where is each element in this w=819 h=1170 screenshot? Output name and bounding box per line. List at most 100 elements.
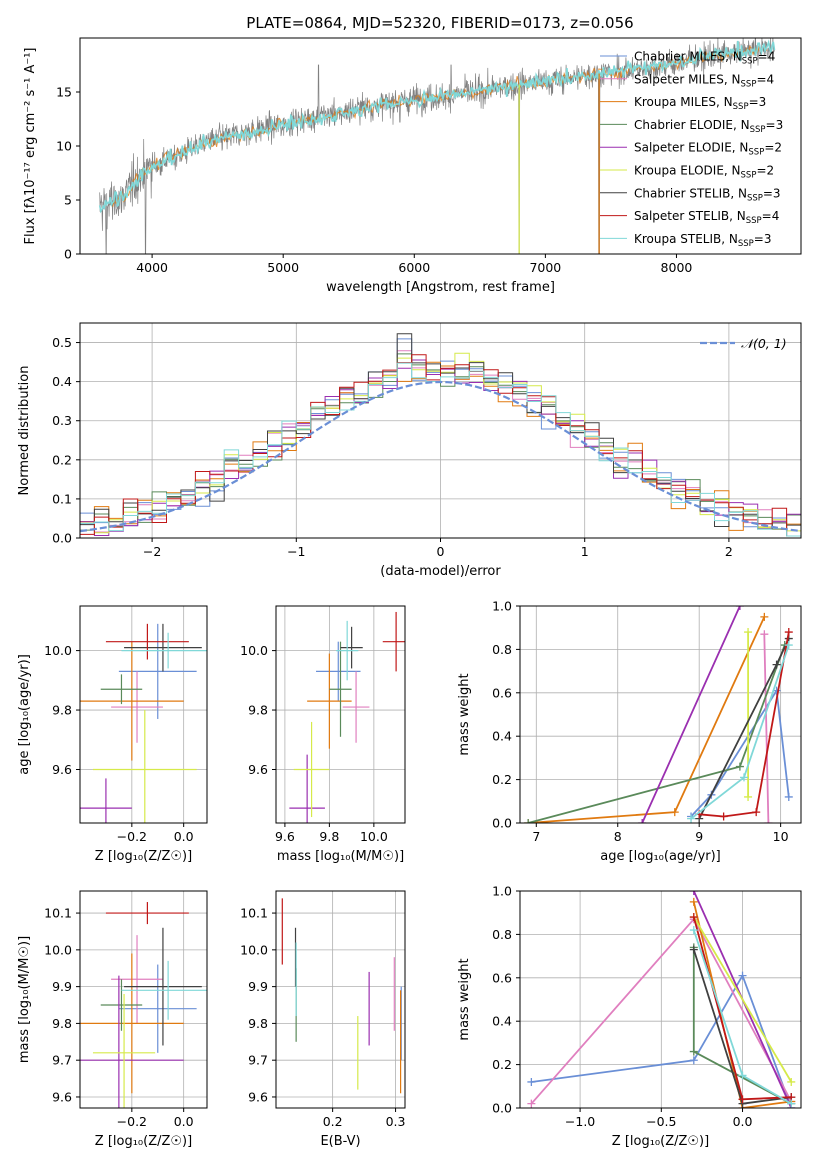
x-tick-label: 7	[532, 829, 540, 844]
error-point	[111, 935, 163, 1024]
frame-mass-age	[275, 605, 406, 824]
axes-z-age: −0.2 0.0 9.6 9.8 10.0 Z [log₁₀(Z/Z☉)] age [log…	[17, 606, 207, 864]
legend-entry: Kroupa STELIB, NSSP=3	[634, 232, 772, 249]
frame-age-weight	[519, 605, 802, 824]
y-tick-label: 5	[64, 193, 72, 208]
x-tick-label: 0.3	[386, 1114, 406, 1129]
legend-entry-name: Salpeter ELODIE, N	[634, 141, 748, 155]
y-tick-label: 0.2	[52, 452, 72, 467]
frame-ebv-mass	[275, 890, 406, 1109]
weight-marker	[744, 792, 753, 801]
x-tick-label: 8	[614, 829, 622, 844]
normal-curve	[80, 380, 801, 533]
y-tick-label: 0.0	[492, 1101, 512, 1116]
weight-marker	[687, 814, 696, 823]
y-axis-label: Flux [fλ10⁻¹⁷ erg cm⁻² s⁻¹ A⁻¹]	[23, 48, 38, 245]
x-tick-label: 0.2	[323, 1114, 343, 1129]
x-tick-label: 1	[581, 544, 589, 559]
legend-entry-count: =3	[766, 118, 784, 132]
weight-marker	[670, 808, 679, 817]
weight-marker	[744, 628, 753, 637]
x-tick-label: 9.8	[319, 829, 339, 844]
y-tick-label: 0.0	[492, 816, 512, 831]
error-point	[80, 778, 132, 823]
y-tick-label: 9.7	[52, 1053, 72, 1068]
weight-marker	[738, 971, 747, 980]
legend-entry-name: Kroupa MILES, N	[634, 95, 733, 109]
weight-lines-z-weight	[527, 891, 796, 1108]
y-tick-label: 9.8	[52, 703, 72, 718]
error-point	[111, 671, 163, 743]
frame-spectrum	[79, 37, 802, 255]
weight-marker	[689, 945, 698, 954]
axes-ebv-mass: 0.2 0.3 9.6 9.7 9.8 9.9 10.0 10.1 E(B-V)	[240, 891, 406, 1149]
weight-lines-age-weight	[524, 606, 793, 823]
x-axis-label: age [log₁₀(age/yr)]	[600, 849, 721, 864]
y-tick-label: 9.8	[248, 1016, 268, 1031]
histogram-step	[80, 362, 801, 537]
error-point	[92, 993, 156, 1108]
weight-marker	[527, 1077, 536, 1086]
x-axis-label: Z [log₁₀(Z/Z☉)]	[95, 1134, 192, 1149]
y-tick-label: 0.2	[492, 772, 512, 787]
weight-marker	[784, 628, 793, 637]
legend-entry-sub: SSP	[742, 57, 758, 67]
legend-entry: Chabrier STELIB, NSSP=3	[634, 186, 781, 203]
y-tick-label: 0.8	[492, 642, 512, 657]
x-tick-label: −0.2	[117, 829, 147, 844]
y-tick-label: 9.6	[52, 1089, 72, 1104]
histogram-step	[80, 354, 801, 537]
error-point	[100, 979, 143, 1031]
weight-marker	[784, 792, 793, 801]
legend-entry-count: =3	[749, 95, 767, 109]
x-tick-label: 0.0	[174, 829, 194, 844]
axes-age-weight: 7 8 9 10 0.0 0.2 0.4 0.6 0.8 1.0 age [log₁₀(age/yr…	[457, 599, 801, 864]
spectrum-lines	[98, 38, 776, 254]
x-tick-label: −0.5	[646, 1114, 676, 1129]
weight-marker	[739, 773, 748, 782]
frame-z-mass	[79, 890, 208, 1109]
error-point	[118, 964, 197, 1053]
legend-entry-name: Salpeter STELIB, N	[634, 209, 746, 223]
weight-marker	[787, 1099, 796, 1108]
axes-z-mass: −0.2 0.0 9.6 9.7 9.8 9.9 10.0 10.1 Z [log₁₀(Z/Z☉…	[17, 891, 207, 1149]
y-tick-label: 9.6	[52, 762, 72, 777]
y-tick-label: 1.0	[492, 884, 512, 899]
x-tick-label: 4000	[136, 260, 168, 275]
legend-entry-name: Salpeter MILES, N	[634, 72, 741, 86]
weight-marker	[764, 819, 773, 823]
weight-marker	[738, 1095, 747, 1104]
figure-title: PLATE=0864, MJD=52320, FIBERID=0173, z=0…	[246, 14, 633, 32]
legend-entry-sub: SSP	[738, 239, 754, 249]
error-point	[121, 960, 207, 1020]
y-tick-label: 0.4	[52, 374, 72, 389]
weight-marker	[752, 808, 761, 817]
x-axis-label: Z [log₁₀(Z/Z☉)]	[95, 849, 192, 864]
error-point	[293, 721, 330, 818]
weight-marker	[689, 1056, 698, 1065]
weight-marker	[735, 606, 744, 610]
y-tick-label: 10.1	[44, 906, 72, 921]
x-tick-label: 2	[725, 544, 733, 559]
x-tick-label: 0.0	[174, 1114, 194, 1129]
error-point	[340, 626, 363, 669]
legend-entry: Chabrier ELODIE, NSSP=3	[634, 118, 783, 135]
grid-ebv-mass	[276, 891, 405, 1108]
weight-marker	[527, 1099, 536, 1108]
x-tick-label: −1.0	[565, 1114, 595, 1129]
y-tick-label: 15	[56, 85, 72, 100]
error-point	[80, 953, 184, 1094]
error-point	[124, 623, 202, 672]
error-point	[316, 641, 361, 702]
grid-z-mass	[80, 891, 207, 1108]
y-tick-label: 0.0	[52, 531, 72, 546]
y-tick-label: 0.8	[492, 927, 512, 942]
grid-z-age	[80, 606, 207, 823]
legend-entry-count: =3	[763, 186, 781, 200]
error-point	[80, 641, 184, 761]
legend-entry-count: =3	[754, 232, 772, 246]
y-tick-label: 0.1	[52, 491, 72, 506]
x-tick-label: 9	[695, 829, 703, 844]
frame-z-age	[79, 605, 208, 824]
y-tick-label: 10.1	[240, 906, 268, 921]
